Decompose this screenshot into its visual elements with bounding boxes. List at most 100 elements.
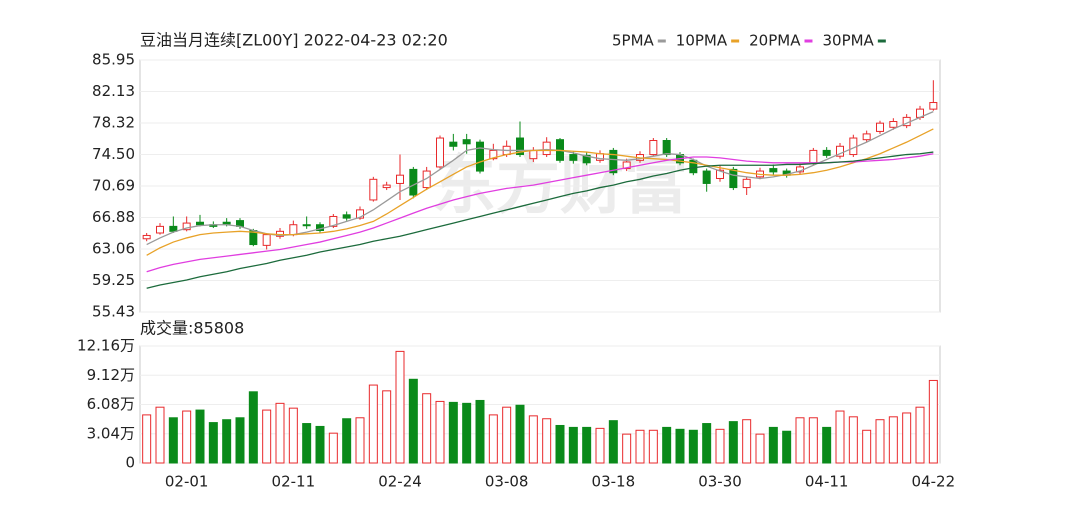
volume-title: 成交量:85808	[140, 319, 244, 338]
volume-bar	[875, 419, 885, 464]
candle-body	[876, 122, 884, 132]
volume-bar	[502, 406, 512, 464]
volume-bar	[608, 420, 618, 464]
legend-label: 30PMA	[822, 32, 874, 50]
volume-bar	[648, 429, 658, 464]
volume-bar	[862, 429, 872, 464]
candle-body	[449, 141, 458, 147]
y-tick-label: 0	[125, 454, 135, 472]
ma-line	[146, 151, 934, 289]
volume-bar	[542, 418, 552, 464]
candle-body	[142, 234, 151, 240]
candle-body	[662, 140, 671, 156]
candle-body	[862, 133, 871, 141]
volume-bar	[515, 404, 525, 464]
candle-body	[929, 102, 938, 110]
x-tick-label: 03-08	[485, 473, 529, 491]
volume-bar	[288, 407, 298, 464]
volume-bar	[488, 414, 498, 464]
volume-bar	[382, 390, 392, 464]
volume-bar	[768, 426, 778, 464]
legend-label: 20PMA	[749, 32, 801, 50]
volume-bar	[622, 433, 632, 464]
x-tick-label: 02-01	[165, 473, 209, 491]
y-tick-label: 9.12万	[87, 366, 135, 384]
volume-bar	[248, 391, 258, 464]
y-tick-label: 82.13	[92, 82, 135, 100]
candle-body	[542, 141, 551, 156]
candle-body	[809, 149, 818, 164]
candle-body	[769, 168, 778, 173]
volume-bar	[835, 410, 845, 464]
volume-bar	[475, 399, 485, 464]
volume-bar	[582, 426, 592, 464]
volume-bar	[715, 428, 725, 464]
candle-body	[436, 137, 444, 168]
candle-body	[356, 209, 364, 219]
candle-body	[462, 139, 471, 145]
candle-body	[716, 169, 724, 179]
volume-bar	[208, 422, 218, 464]
volume-bar	[155, 406, 165, 464]
candle-body	[822, 149, 831, 156]
volume-bar	[448, 401, 458, 464]
volume-bar	[368, 384, 378, 464]
y-tick-label: 63.06	[92, 240, 135, 258]
ma-line	[146, 128, 934, 256]
candle-body	[476, 141, 484, 172]
candle-body	[409, 168, 418, 196]
candle-body	[702, 170, 711, 184]
volume-bar	[782, 430, 792, 464]
volume-bar	[302, 423, 312, 464]
candle-body	[369, 178, 378, 201]
candle-body	[516, 137, 524, 156]
candle-body	[422, 170, 431, 189]
volume-bar	[915, 406, 925, 464]
volume-bar	[355, 417, 365, 464]
y-tick-label: 59.25	[92, 271, 135, 289]
legend-label: 5PMA	[612, 32, 655, 50]
legend-label: 10PMA	[676, 32, 728, 50]
candle-body	[302, 224, 311, 227]
x-tick-label: 02-11	[272, 473, 316, 491]
volume-bar	[195, 409, 205, 464]
volume-bar	[928, 379, 938, 464]
y-tick-label: 12.16万	[77, 337, 135, 355]
candle-body	[582, 154, 591, 164]
volume-bar	[422, 393, 432, 464]
ma-line	[146, 153, 934, 273]
candle-body	[836, 145, 844, 157]
volume-bar	[435, 400, 445, 464]
candle-body	[222, 221, 231, 225]
volume-bar	[902, 412, 912, 464]
x-tick-label: 03-18	[592, 473, 636, 491]
candle-body	[609, 149, 618, 174]
volume-bar	[222, 419, 232, 464]
volume-bar	[342, 418, 352, 464]
volume-bar	[702, 423, 712, 464]
volume-bar	[395, 350, 405, 464]
volume-bar	[408, 378, 418, 464]
volume-bar	[328, 432, 338, 464]
chart-title: 豆油当月连续[ZL00Y] 2022-04-23 02:20	[140, 31, 448, 50]
volume-bar	[275, 402, 285, 464]
y-tick-label: 66.88	[92, 208, 135, 226]
volume-bar	[568, 426, 578, 464]
volume-bar	[888, 416, 898, 464]
volume-bar	[555, 424, 565, 464]
volume-bar	[142, 414, 152, 464]
candle-body	[569, 154, 578, 161]
y-tick-label: 3.04万	[87, 424, 135, 442]
volume-bar	[528, 415, 538, 464]
volume-bar	[795, 417, 805, 464]
volume-bar	[675, 428, 685, 464]
candle-body	[289, 224, 298, 236]
candle-body	[742, 178, 751, 189]
volume-bar	[635, 429, 645, 464]
candle-body	[382, 184, 391, 189]
candle-body	[182, 222, 191, 231]
candle-body	[196, 221, 204, 226]
candle-body	[169, 225, 178, 232]
